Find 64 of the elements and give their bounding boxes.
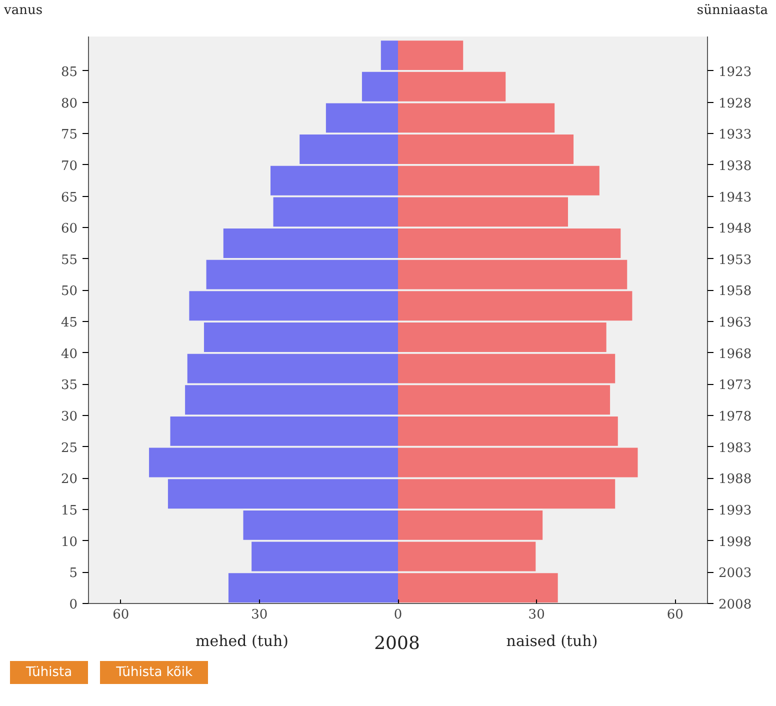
x-axis-title: 2008 <box>373 632 421 656</box>
y-axis-title: vanus <box>4 2 44 20</box>
y-tick-label: 75 <box>60 128 78 143</box>
y-tick-label: 30 <box>60 410 78 425</box>
bar <box>300 134 398 164</box>
y-tick-label: 5 <box>69 566 78 582</box>
y-tick-label: 35 <box>60 378 78 394</box>
y2-tick-label: 1993 <box>718 504 752 519</box>
bar <box>204 322 398 352</box>
y2-tick-label: 1923 <box>718 64 752 80</box>
bar <box>398 510 543 540</box>
text: naised (tuh) <box>505 631 599 652</box>
y2-tick-label: 1968 <box>718 346 752 362</box>
bar <box>243 510 398 540</box>
y-tick-label: 0 <box>69 598 78 612</box>
y2-tick-label: 1953 <box>718 252 752 268</box>
y-tick-label: 70 <box>60 158 78 174</box>
text: mehed (tuh) <box>194 631 290 652</box>
y2-tick-label: 1983 <box>718 440 752 456</box>
bar <box>398 134 574 164</box>
text: Tühista <box>10 661 88 684</box>
y2-tick-label: 1933 <box>718 128 752 143</box>
y-tick-label: 10 <box>60 534 78 550</box>
text: Tühista kõik <box>100 661 208 684</box>
y2-tick-label: 1938 <box>718 158 752 174</box>
y-tick-label: 60 <box>60 222 78 237</box>
bar <box>380 40 398 70</box>
bar <box>398 573 558 603</box>
y2-tick-label: 1998 <box>718 534 752 550</box>
y2-tick-label: 2008 <box>718 598 752 612</box>
y2-axis-title: sünniaasta <box>696 2 768 20</box>
y-tick-label: 80 <box>60 96 78 112</box>
y-tick-label: 65 <box>60 190 78 206</box>
x-tick-label: 30 <box>251 608 268 622</box>
y2-tick-label: 1963 <box>718 316 752 331</box>
y-tick-label: 55 <box>60 252 78 268</box>
bar <box>170 416 398 446</box>
y-tick-label: 40 <box>60 346 78 362</box>
y-tick-label: 50 <box>60 284 78 300</box>
bar <box>398 416 618 446</box>
y2-tick-label: 1948 <box>718 222 752 237</box>
x-tick-label: 0 <box>394 608 402 622</box>
bar <box>228 573 398 603</box>
bar <box>398 322 606 352</box>
y-tick-label: 45 <box>60 316 78 331</box>
bar <box>398 40 464 70</box>
y2-tick-label: 2003 <box>718 566 752 582</box>
y2-tick-label: 1943 <box>718 190 752 206</box>
x-tick-label: 60 <box>666 608 684 622</box>
y-tick-label: 85 <box>60 64 78 80</box>
y2-tick-label: 1978 <box>718 410 752 425</box>
x-tick-label: 30 <box>528 608 545 622</box>
bar <box>252 542 398 572</box>
y-tick-label: 20 <box>60 472 78 488</box>
y2-tick-label: 1958 <box>718 284 752 300</box>
y2-tick-label: 1973 <box>718 378 752 394</box>
y-tick-label: 15 <box>60 504 78 519</box>
x-tick-label: 60 <box>112 608 130 622</box>
y-tick-label: 25 <box>60 440 78 456</box>
bar <box>223 228 398 258</box>
y2-tick-label: 1928 <box>718 96 752 112</box>
bar <box>398 228 621 258</box>
bar <box>398 542 536 572</box>
y2-tick-label: 1988 <box>718 472 752 488</box>
